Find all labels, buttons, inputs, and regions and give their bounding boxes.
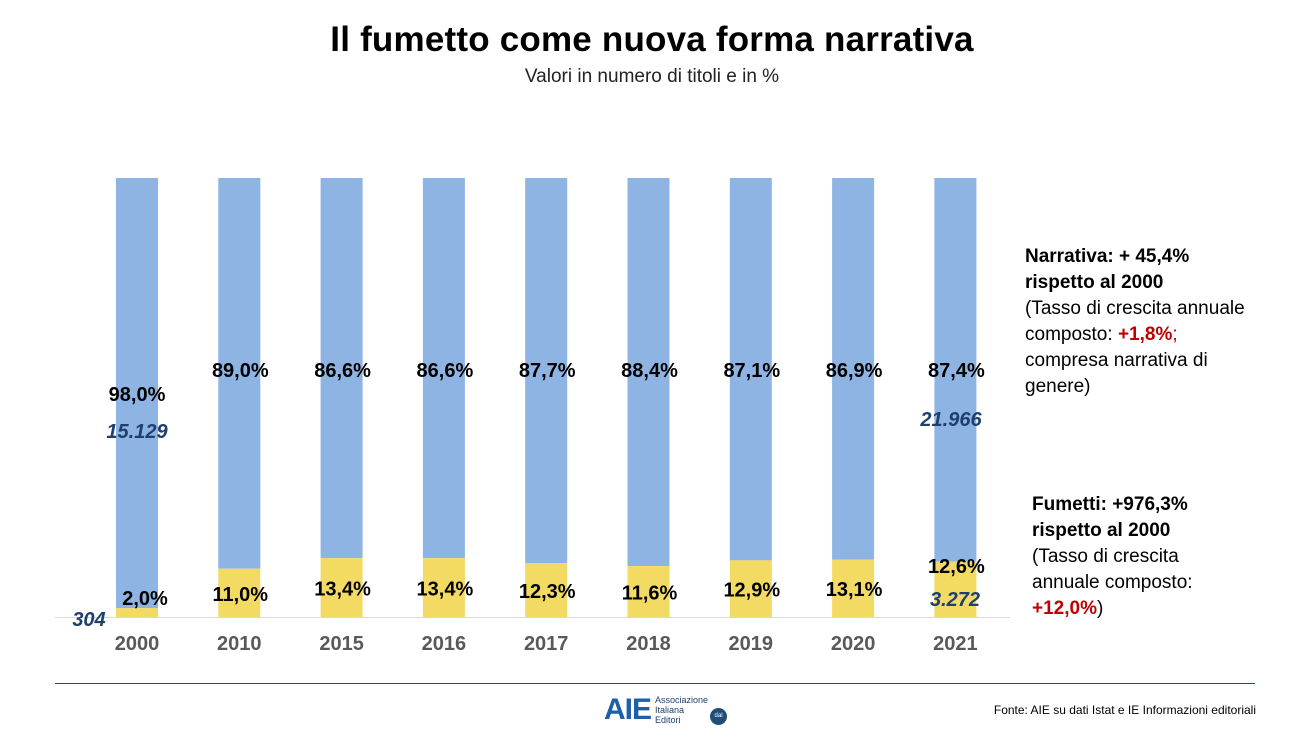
narrativa-note-rate-value: +1,8%: [1117, 324, 1173, 345]
narrativa-note-scope: compresa narrativa di: [1025, 350, 1208, 371]
bar-fumetti-2016: [422, 558, 465, 617]
data-label-narrativa-2017: 87,7%: [519, 360, 576, 382]
fumetti-note-rate-suffix: ): [1096, 598, 1104, 619]
titles-count-narrativa-2000: 15.129: [106, 421, 168, 443]
narrativa-note-scope-end: genere): [1025, 376, 1091, 397]
aie-logo-line2: Italiana: [655, 705, 685, 715]
data-label-narrativa-2019: 87,1%: [723, 360, 780, 382]
aie-logo-line3: Editori: [655, 715, 681, 725]
bar-fumetti-2015: [320, 558, 363, 617]
data-label-narrativa-2000: 98,0%: [109, 384, 166, 406]
bar-fumetti-2017: [525, 563, 568, 617]
fumetti-note-rate-line: +12,0%): [1032, 596, 1193, 622]
data-label-fumetti-2016: 13,4%: [417, 579, 474, 601]
bar-narrativa-2010: [218, 178, 261, 569]
aie-logo: AIE Associazione Italiana Editori dal 18…: [604, 693, 728, 736]
data-label-fumetti-2017: 12,3%: [519, 581, 576, 603]
source-note: Fonte: AIE su dati Istat e IE Informazio…: [993, 703, 1256, 717]
bar-fumetti-2021: [934, 561, 977, 617]
titles-count-narrativa-2021: 21.966: [919, 409, 982, 431]
fumetti-note-rate-label-2: annuale composto:: [1032, 572, 1193, 593]
data-label-fumetti-2021: 12,6%: [928, 556, 985, 578]
x-tick-label-2010: 2010: [217, 633, 262, 655]
data-label-fumetti-2020: 13,1%: [826, 579, 883, 601]
data-label-fumetti-2000: 2,0%: [122, 588, 168, 610]
fumetti-note: Fumetti: +976,3% rispetto al 2000 (Tasso…: [1032, 492, 1193, 622]
aie-logo-mark: AIE: [604, 693, 652, 726]
narrativa-note: Narrativa: + 45,4% rispetto al 2000 (Tas…: [1025, 244, 1245, 400]
narrativa-note-reference: rispetto al 2000: [1025, 272, 1164, 293]
bar-narrativa-2017: [525, 178, 568, 564]
fumetti-note-headline: Fumetti: +976,3%: [1032, 494, 1188, 515]
bar-fumetti-2010: [218, 568, 261, 617]
x-tick-label-2015: 2015: [319, 633, 364, 655]
data-label-narrativa-2010: 89,0%: [212, 360, 269, 382]
data-label-narrativa-2016: 86,6%: [417, 360, 474, 382]
footer-divider: [55, 683, 1255, 684]
chart-title: Il fumetto come nuova forma narrativa: [330, 20, 974, 59]
data-label-fumetti-2018: 11,6%: [622, 583, 678, 605]
x-tick-label-2021: 2021: [933, 633, 978, 655]
bar-fumetti-2018: [627, 566, 670, 617]
narrativa-note-rate-line: composto: +1,8%;: [1025, 322, 1245, 348]
data-label-narrativa-2015: 86,6%: [314, 360, 371, 382]
aie-logo-line1: Associazione: [655, 695, 709, 705]
bar-narrativa-2019: [729, 178, 772, 561]
narrativa-note-headline: Narrativa: + 45,4%: [1025, 246, 1190, 267]
fumetti-note-reference: rispetto al 2000: [1032, 520, 1171, 541]
narrativa-note-rate-prefix: composto:: [1025, 324, 1118, 345]
data-label-fumetti-2015: 13,4%: [314, 579, 371, 601]
bar-fumetti-2019: [729, 560, 772, 617]
bar-narrativa-2016: [422, 178, 465, 559]
chart-subtitle: Valori in numero di titoli e in %: [524, 66, 780, 87]
x-tick-label-2018: 2018: [626, 633, 671, 655]
x-tick-label-2016: 2016: [422, 633, 467, 655]
data-label-fumetti-2010: 11,0%: [212, 584, 268, 606]
fumetti-note-rate-value: +12,0%: [1032, 598, 1097, 619]
data-label-fumetti-2019: 12,9%: [723, 580, 780, 602]
titles-count-fumetti-2021: 3.272: [930, 589, 980, 611]
data-label-narrativa-2018: 88,4%: [621, 360, 678, 382]
x-tick-label-2000: 2000: [115, 633, 160, 655]
x-tick-label-2020: 2020: [831, 633, 876, 655]
fumetti-note-rate-label: (Tasso di crescita: [1032, 546, 1179, 567]
bar-narrativa-2021: [934, 178, 977, 562]
bar-narrativa-2020: [832, 178, 875, 560]
data-label-narrativa-2021: 87,4%: [928, 360, 985, 382]
bar-narrativa-2015: [320, 178, 363, 559]
bar-fumetti-2020: [832, 559, 875, 617]
bar-narrativa-2018: [627, 178, 670, 567]
data-label-narrativa-2020: 86,9%: [826, 360, 883, 382]
bar-narrativa-2000: [116, 178, 158, 609]
aie-logo-text: Associazione Italiana Editori: [655, 695, 708, 725]
titles-count-fumetti-2000: 304: [72, 609, 105, 631]
aie-logo-badge: dal 1869: [710, 707, 728, 736]
x-tick-label-2019: 2019: [729, 633, 774, 655]
bar-fumetti-2000: [116, 608, 158, 617]
narrativa-note-rate-suffix: ;: [1172, 324, 1178, 345]
narrativa-note-rate-label: (Tasso di crescita annuale: [1025, 298, 1245, 319]
x-tick-label-2017: 2017: [524, 633, 569, 655]
